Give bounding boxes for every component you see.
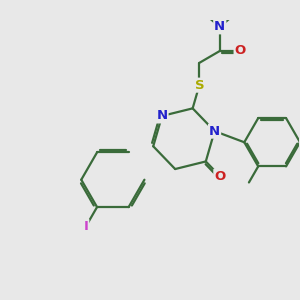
Text: N: N (209, 124, 220, 138)
Text: S: S (194, 79, 204, 92)
Text: I: I (83, 220, 88, 233)
Text: N: N (214, 20, 225, 33)
Text: O: O (214, 170, 226, 183)
Text: O: O (235, 44, 246, 58)
Text: N: N (156, 110, 168, 122)
